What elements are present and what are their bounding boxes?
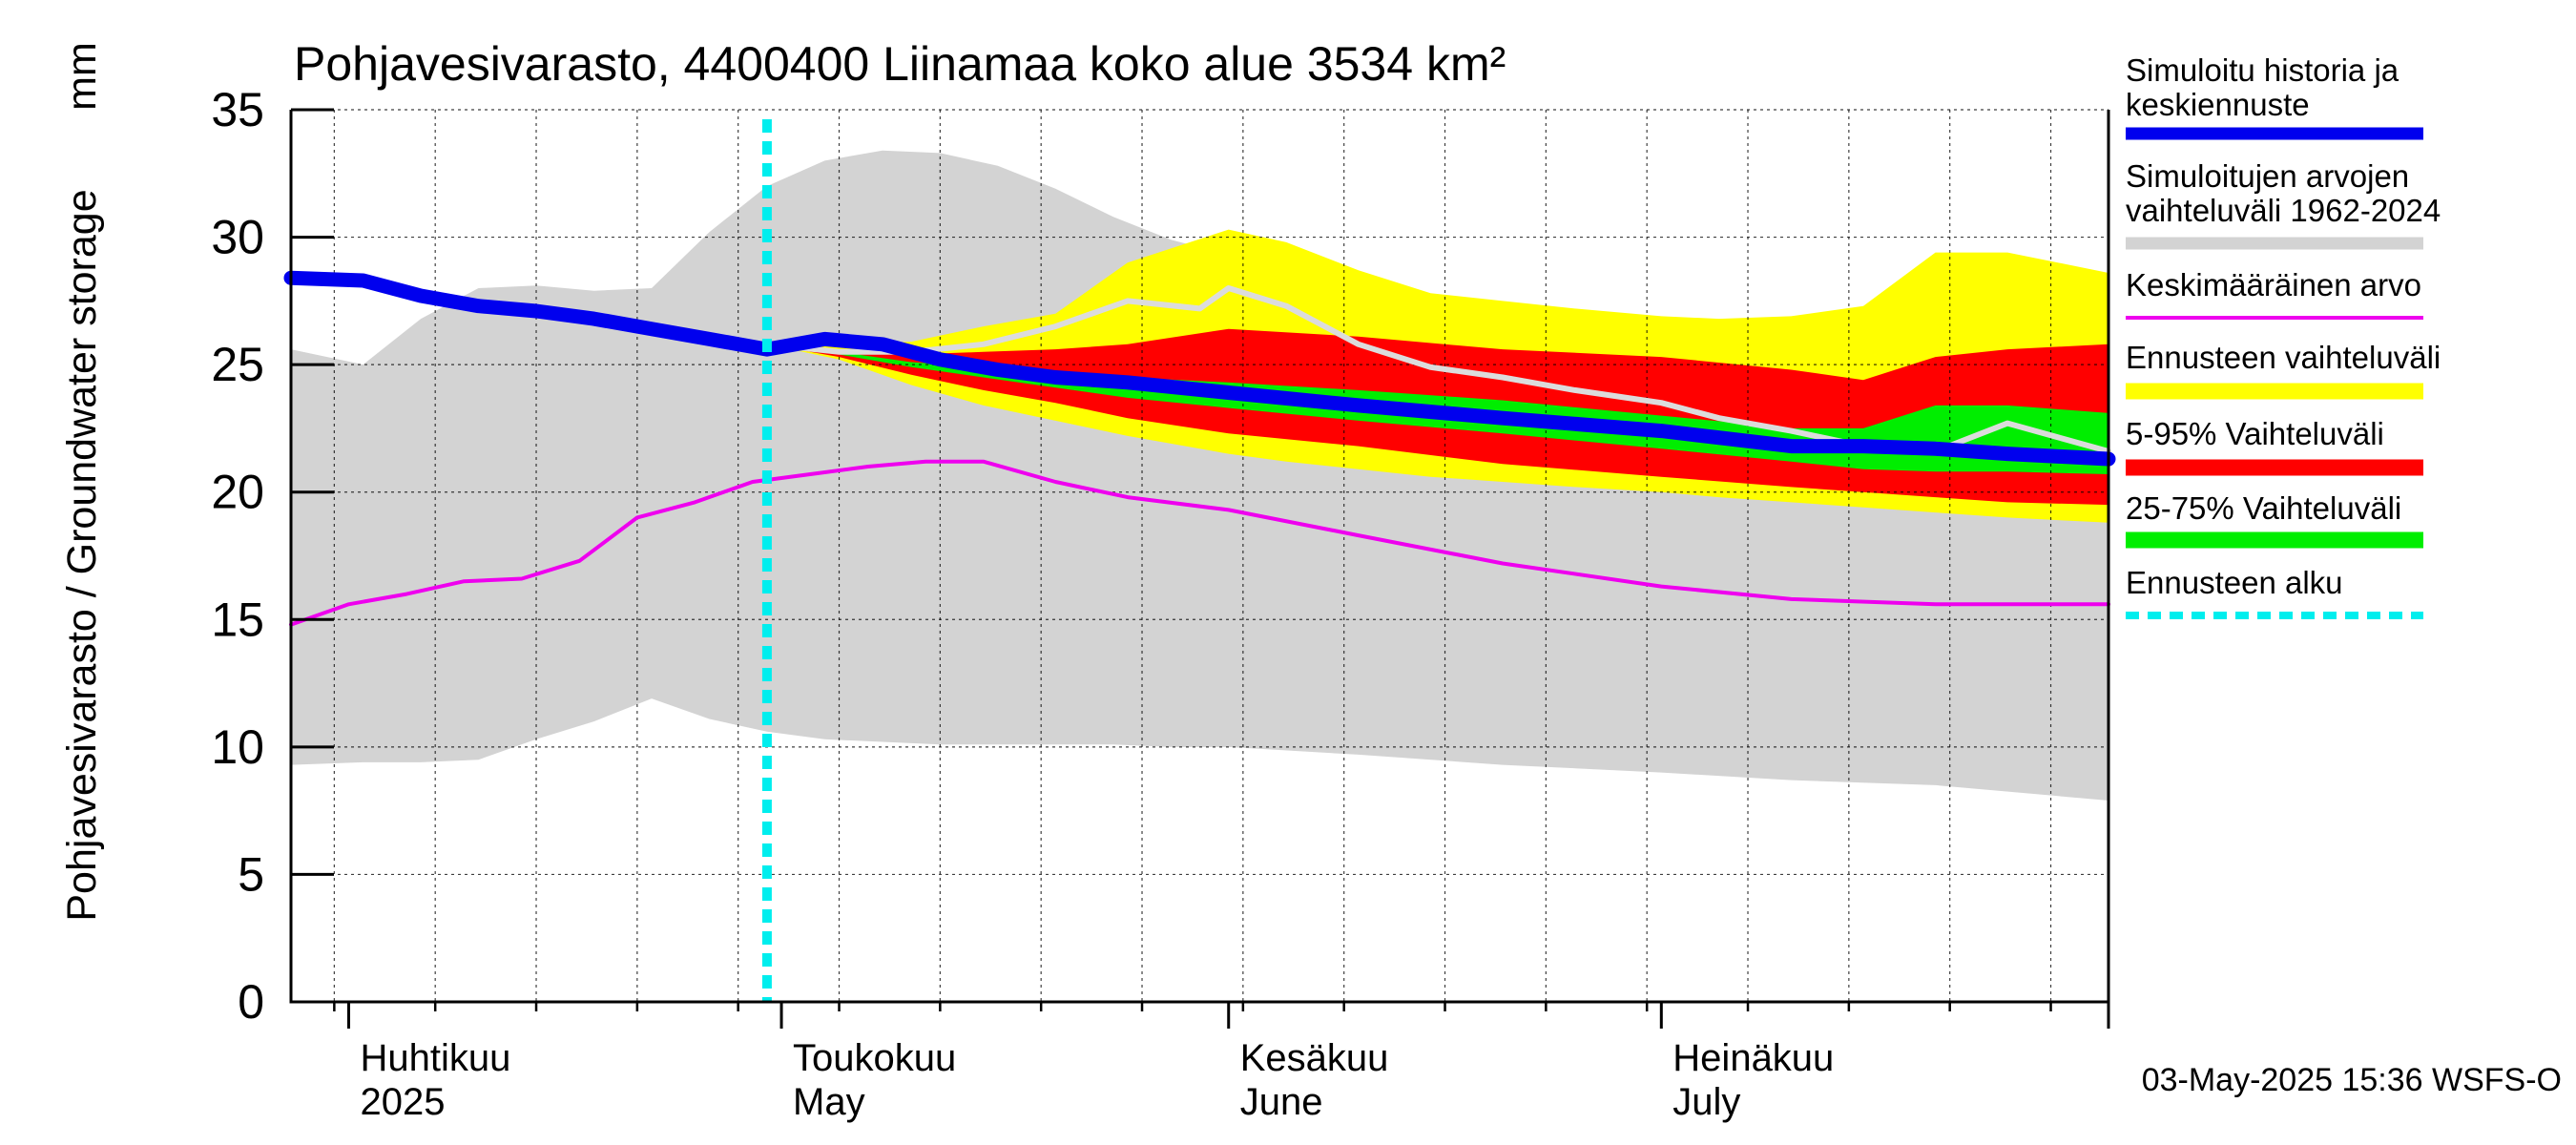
legend: Simuloitu historia ja keskiennuste Simuloi…: [2126, 52, 2441, 619]
y-tick-label: 30: [211, 211, 264, 264]
gridlines: [291, 109, 2109, 1002]
y-tick-label: 10: [211, 720, 264, 774]
series-line-keskimaarainen-arvo: [289, 459, 2110, 627]
y-tick-label: 15: [211, 593, 264, 646]
legend-label: 25-75% Vaihteluväli: [2126, 490, 2401, 526]
y-tick-label: 5: [238, 847, 264, 901]
y-tick-label: 35: [211, 83, 264, 136]
plot-frame: [289, 110, 2110, 1004]
x-month-label: Toukokuu: [793, 1037, 956, 1079]
axes: 05101520253035Huhtikuu2025ToukokuuMayKes…: [211, 83, 2110, 1123]
y-tick-label: 25: [211, 338, 264, 391]
legend-label: Ennusteen alku: [2126, 565, 2343, 600]
band-simuloitujen-arvojen-vaihteluvali-1962-2024: [291, 150, 2109, 801]
y-axis-label: Pohjavesivarasto / Groundwater storage: [59, 189, 105, 921]
legend-label: Ennusteen vaihteluväli: [2126, 340, 2441, 375]
legend-label: Simuloitu historia ja keskiennuste: [2126, 52, 2399, 122]
timestamp: 03-May-2025 15:36 WSFS-O: [2142, 1062, 2562, 1098]
y-axis-unit: mm: [59, 42, 105, 111]
x-month-sublabel: July: [1672, 1081, 1740, 1123]
y-tick-label: 0: [238, 975, 264, 1029]
x-month-label: Kesäkuu: [1240, 1037, 1389, 1079]
legend-label: Simuloitujen arvojen vaihteluväli 1962-20…: [2126, 158, 2441, 228]
legend-label: 5-95% Vaihteluväli: [2126, 416, 2384, 451]
legend-label: Keskimääräinen arvo: [2126, 267, 2421, 302]
x-month-sublabel: May: [793, 1081, 865, 1123]
y-tick-label: 20: [211, 466, 264, 519]
x-month-label: Huhtikuu: [360, 1037, 510, 1079]
chart-title: Pohjavesivarasto, 4400400 Liinamaa koko …: [294, 37, 1506, 91]
x-month-label: Heinäkuu: [1672, 1037, 1834, 1079]
series-line-simuloitu-historia-ja-keskiennuste: [283, 270, 2116, 467]
x-month-sublabel: June: [1240, 1081, 1323, 1123]
x-month-sublabel: 2025: [360, 1081, 445, 1123]
series-lines: [283, 119, 2116, 1002]
